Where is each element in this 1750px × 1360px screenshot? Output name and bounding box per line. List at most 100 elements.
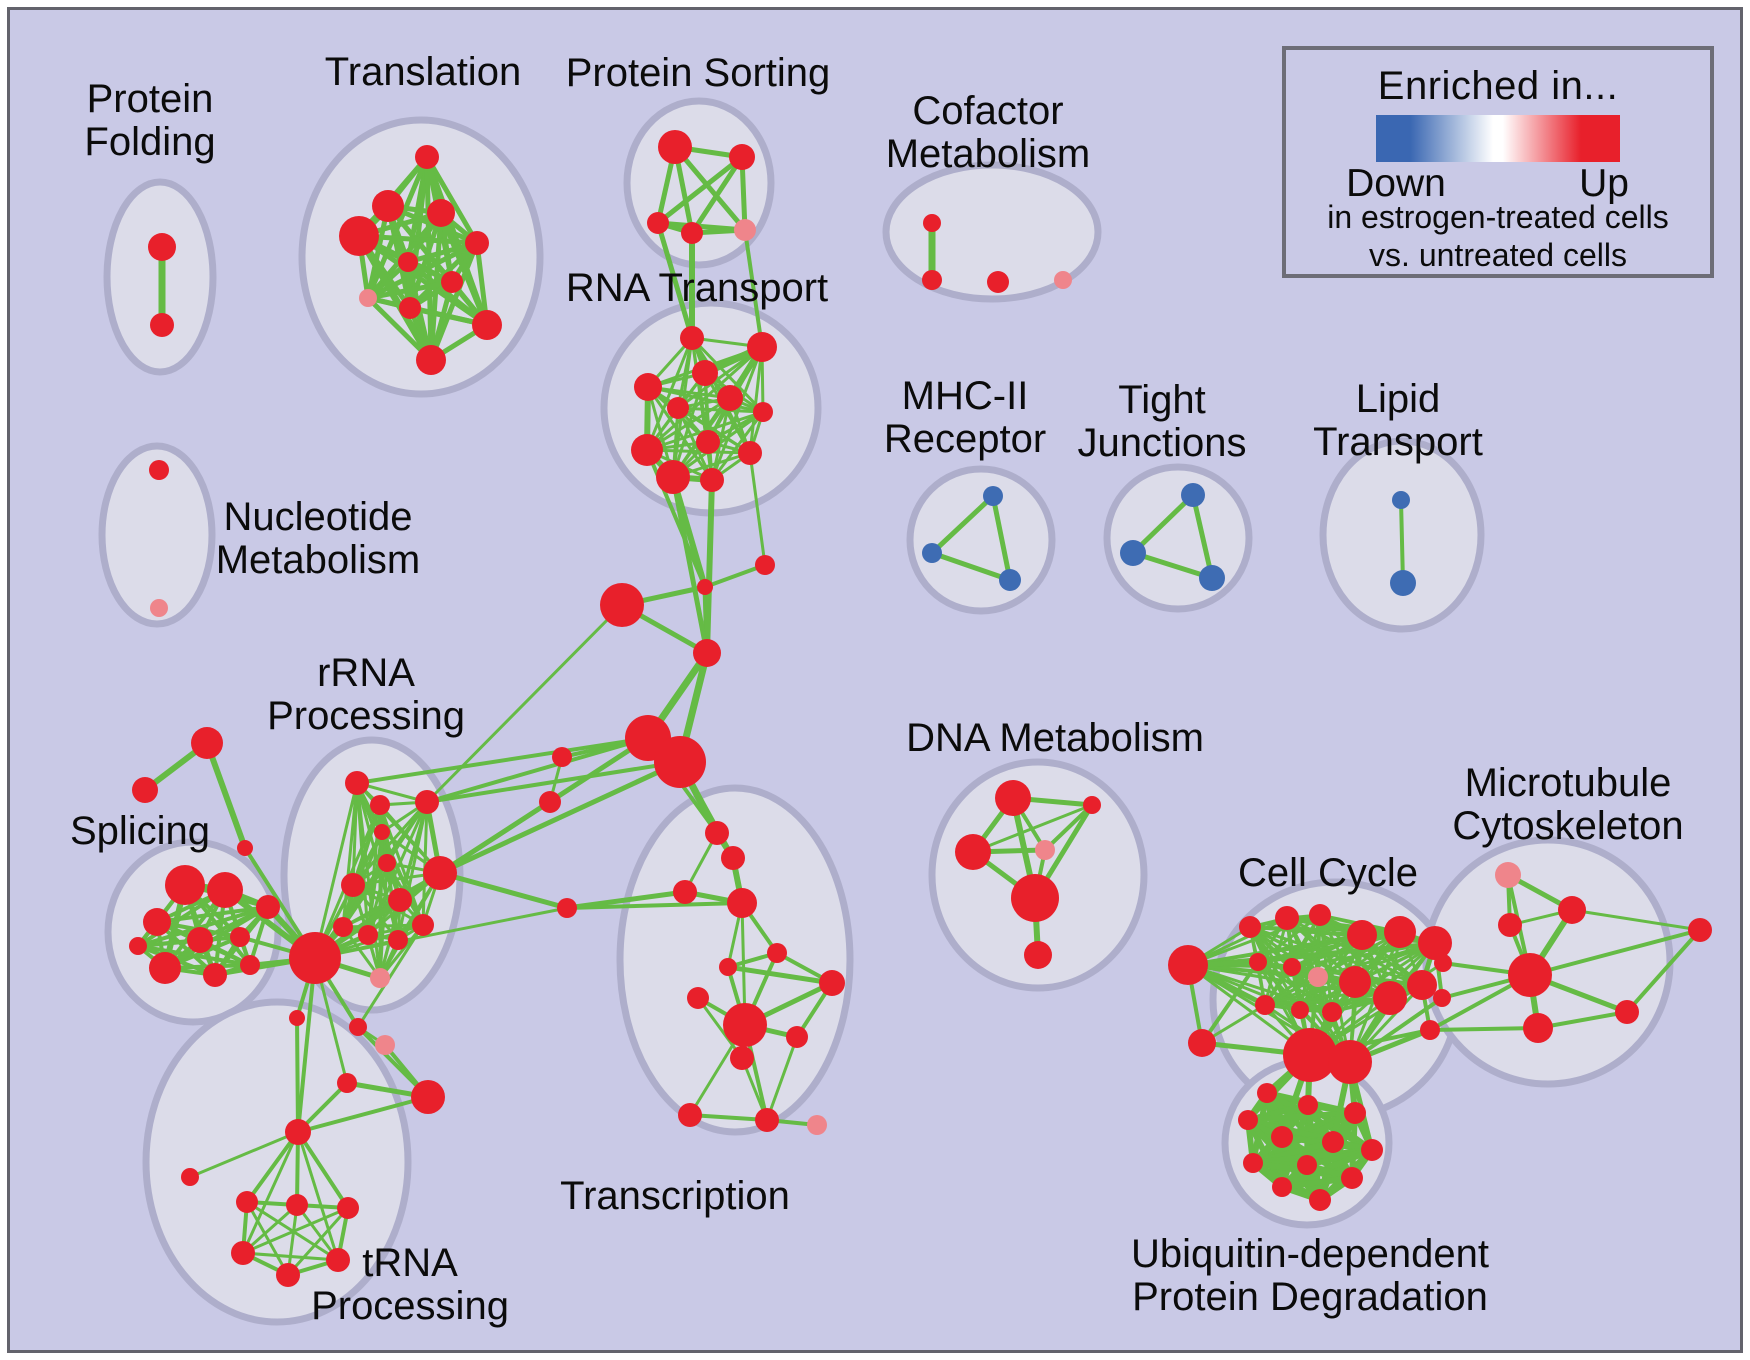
- translation-node[interactable]: [372, 190, 404, 222]
- microtubule-node[interactable]: [1434, 954, 1452, 972]
- splicing-node[interactable]: [143, 908, 171, 936]
- trna-node[interactable]: [326, 1248, 350, 1272]
- trna-node[interactable]: [236, 1191, 258, 1213]
- ubiquitin-node[interactable]: [1361, 1139, 1383, 1161]
- nucleotide-metabolism-node[interactable]: [149, 460, 169, 480]
- splicing-node[interactable]: [187, 927, 213, 953]
- translation-node[interactable]: [441, 271, 463, 293]
- rna-transport-node[interactable]: [656, 460, 690, 494]
- cofactor-metabolism-node[interactable]: [1054, 271, 1072, 289]
- microtubule-node[interactable]: [1420, 1020, 1440, 1040]
- transcription-node[interactable]: [673, 880, 697, 904]
- lipid-transport-node[interactable]: [1392, 491, 1410, 509]
- cell-cycle-node[interactable]: [1407, 970, 1437, 1000]
- mhc-ii-receptor-node[interactable]: [922, 543, 942, 563]
- ubiquitin-node[interactable]: [1272, 1177, 1292, 1197]
- cell-cycle-node[interactable]: [1275, 906, 1299, 930]
- rna-transport-node[interactable]: [692, 360, 718, 386]
- ubiquitin-node[interactable]: [1298, 1095, 1318, 1115]
- cofactor-metabolism-node[interactable]: [987, 271, 1009, 293]
- cell-cycle-node[interactable]: [1239, 916, 1261, 938]
- transcription-node[interactable]: [767, 943, 787, 963]
- transcription-node[interactable]: [557, 898, 577, 918]
- trna-node[interactable]: [276, 1263, 300, 1287]
- rrna-node[interactable]: [412, 914, 434, 936]
- translation-node[interactable]: [398, 252, 418, 272]
- cell-cycle-node[interactable]: [1168, 945, 1208, 985]
- rna-transport-node[interactable]: [696, 430, 720, 454]
- transcription-node[interactable]: [755, 1108, 779, 1132]
- translation-node[interactable]: [339, 216, 379, 256]
- rna-transport-node[interactable]: [700, 468, 724, 492]
- ubiquitin-node[interactable]: [1243, 1153, 1263, 1173]
- connectors-node[interactable]: [755, 555, 775, 575]
- ubiquitin-node[interactable]: [1344, 1102, 1366, 1124]
- rrna-node[interactable]: [345, 771, 369, 795]
- microtubule-node[interactable]: [1523, 1013, 1553, 1043]
- tight-junctions-node[interactable]: [1199, 565, 1225, 591]
- cell-cycle-node[interactable]: [1283, 958, 1301, 976]
- microtubule-node[interactable]: [1433, 989, 1451, 1007]
- splicing-node[interactable]: [256, 895, 280, 919]
- trna-node[interactable]: [337, 1197, 359, 1219]
- rrna-node[interactable]: [370, 968, 390, 988]
- cell-cycle-node[interactable]: [1249, 953, 1267, 971]
- translation-node[interactable]: [416, 345, 446, 375]
- dna-metabolism-node[interactable]: [995, 780, 1031, 816]
- cell-cycle-node[interactable]: [1347, 920, 1377, 950]
- splicing-node[interactable]: [240, 955, 260, 975]
- mhc-ii-receptor-node[interactable]: [983, 486, 1003, 506]
- tight-junctions-node[interactable]: [1120, 540, 1146, 566]
- microtubule-node[interactable]: [1495, 862, 1521, 888]
- cell-cycle-node[interactable]: [1283, 1028, 1337, 1082]
- protein-sorting-node[interactable]: [647, 212, 669, 234]
- transcription-node[interactable]: [807, 1115, 827, 1135]
- rna-transport-node[interactable]: [634, 373, 662, 401]
- tight-junctions-node[interactable]: [1181, 483, 1205, 507]
- nucleotide-metabolism-node[interactable]: [150, 599, 168, 617]
- mhc-ii-receptor-node[interactable]: [999, 569, 1021, 591]
- transcription-node[interactable]: [721, 846, 745, 870]
- rna-transport-node[interactable]: [747, 332, 777, 362]
- trna-node[interactable]: [181, 1168, 199, 1186]
- rrna-node[interactable]: [358, 925, 378, 945]
- connectors-node[interactable]: [654, 736, 706, 788]
- rrna-node[interactable]: [375, 1035, 395, 1055]
- microtubule-node[interactable]: [1498, 913, 1522, 937]
- ubiquitin-node[interactable]: [1341, 1167, 1363, 1189]
- rrna-node[interactable]: [388, 888, 412, 912]
- protein-sorting-node[interactable]: [734, 219, 756, 241]
- cell-cycle-node[interactable]: [1328, 1040, 1372, 1084]
- connectors-node[interactable]: [600, 583, 644, 627]
- splicing-node[interactable]: [203, 963, 227, 987]
- cell-cycle-node[interactable]: [1291, 1001, 1309, 1019]
- rrna-node[interactable]: [289, 932, 341, 984]
- cofactor-metabolism-node[interactable]: [923, 214, 941, 232]
- rrna-node[interactable]: [415, 790, 439, 814]
- transcription-node[interactable]: [723, 1003, 767, 1047]
- connectors-node[interactable]: [693, 639, 721, 667]
- dna-metabolism-node[interactable]: [1035, 840, 1055, 860]
- splicing-node[interactable]: [230, 927, 250, 947]
- rna-transport-node[interactable]: [717, 385, 743, 411]
- rrna-node[interactable]: [341, 873, 365, 897]
- trna-node[interactable]: [285, 1119, 311, 1145]
- splicing-node[interactable]: [165, 865, 205, 905]
- rrna-node[interactable]: [333, 917, 353, 937]
- connectors-node[interactable]: [1188, 1029, 1216, 1057]
- rrna-node[interactable]: [388, 930, 408, 950]
- splicing-node[interactable]: [149, 952, 181, 984]
- protein-sorting-node[interactable]: [729, 144, 755, 170]
- dna-metabolism-node[interactable]: [1024, 941, 1052, 969]
- dna-metabolism-node[interactable]: [1011, 874, 1059, 922]
- cell-cycle-node[interactable]: [1322, 1002, 1342, 1022]
- cell-cycle-node[interactable]: [1339, 966, 1371, 998]
- trna-node[interactable]: [231, 1241, 255, 1265]
- splicing-triangle-node[interactable]: [191, 727, 223, 759]
- connectors-node[interactable]: [552, 747, 572, 767]
- transcription-node[interactable]: [705, 821, 729, 845]
- trna-node[interactable]: [411, 1080, 445, 1114]
- microtubule-node[interactable]: [1615, 1000, 1639, 1024]
- cell-cycle-node[interactable]: [1255, 995, 1275, 1015]
- lipid-transport-node[interactable]: [1390, 570, 1416, 596]
